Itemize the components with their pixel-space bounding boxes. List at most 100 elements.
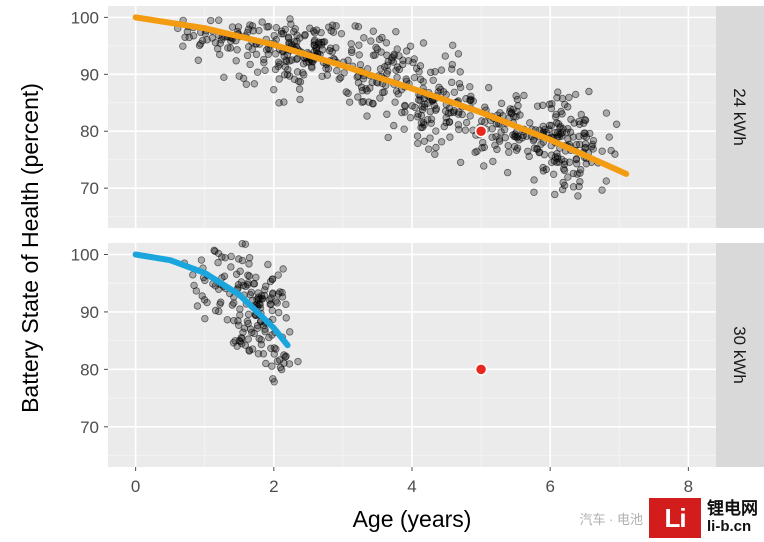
data-point — [264, 50, 273, 58]
data-point — [558, 94, 567, 103]
data-point — [214, 258, 222, 267]
data-point — [512, 92, 520, 100]
data-point — [317, 28, 325, 37]
data-point — [363, 112, 371, 120]
data-point — [359, 97, 368, 106]
data-point — [260, 58, 268, 67]
data-point — [246, 325, 255, 333]
data-point — [383, 110, 391, 118]
data-point — [602, 177, 610, 185]
x-tick-label: 8 — [684, 477, 693, 496]
data-point — [356, 60, 365, 69]
data-point — [270, 31, 278, 40]
watermark-logo: Li — [649, 498, 701, 538]
data-point — [198, 292, 206, 300]
data-point — [404, 57, 413, 65]
x-axis-title: Age (years) — [353, 506, 472, 532]
y-tick-label: 70 — [80, 179, 99, 198]
data-point — [264, 260, 272, 269]
data-point — [416, 62, 425, 70]
data-point — [194, 56, 203, 64]
data-point — [278, 293, 287, 301]
data-point — [580, 132, 588, 140]
data-point — [362, 85, 370, 93]
data-point — [250, 80, 259, 88]
data-point — [401, 102, 409, 110]
data-point — [252, 50, 261, 59]
data-point — [575, 140, 584, 149]
data-point — [179, 42, 187, 50]
data-point — [481, 118, 489, 126]
data-point — [268, 362, 276, 370]
data-point — [400, 125, 408, 133]
facet-strip — [716, 6, 764, 228]
data-point — [248, 22, 257, 30]
data-point — [260, 291, 269, 300]
y-tick-label: 90 — [80, 65, 99, 84]
data-point — [448, 60, 457, 69]
data-point — [454, 50, 463, 58]
data-point — [539, 101, 547, 110]
y-tick-label: 80 — [80, 360, 99, 379]
data-point — [227, 252, 235, 261]
data-point — [267, 300, 275, 308]
data-point — [254, 350, 263, 358]
data-point — [455, 108, 463, 116]
data-point — [275, 99, 283, 107]
data-point — [226, 44, 235, 52]
data-point — [420, 137, 429, 146]
data-point — [424, 116, 432, 124]
data-point — [510, 142, 519, 151]
data-point — [384, 133, 392, 142]
data-point — [435, 83, 443, 92]
data-point — [306, 24, 314, 32]
data-point — [441, 52, 449, 60]
data-point — [574, 192, 582, 200]
data-point — [437, 66, 446, 74]
data-point — [344, 89, 352, 97]
data-point — [261, 66, 269, 74]
data-point — [448, 78, 456, 87]
data-point — [234, 317, 242, 325]
data-point — [255, 334, 263, 343]
data-point — [240, 324, 249, 332]
data-point — [406, 42, 415, 50]
data-point — [347, 40, 355, 48]
data-point — [413, 132, 422, 140]
data-point — [612, 120, 621, 128]
data-point — [360, 34, 368, 42]
data-point — [419, 77, 427, 86]
data-point — [269, 315, 277, 324]
data-point — [393, 45, 401, 53]
data-point — [236, 305, 244, 313]
data-point — [244, 335, 252, 343]
data-point — [369, 27, 378, 35]
data-point — [296, 95, 304, 104]
data-point — [409, 58, 417, 67]
data-point — [437, 138, 446, 146]
facet-strip-label: 30 kWh — [730, 326, 749, 384]
data-point — [275, 75, 283, 83]
data-point — [501, 133, 510, 142]
data-point — [243, 51, 252, 60]
data-point — [327, 27, 335, 35]
data-point — [293, 37, 301, 46]
y-tick-label: 100 — [71, 8, 99, 27]
x-tick-label: 2 — [269, 477, 278, 496]
data-point — [300, 31, 309, 40]
data-point — [241, 282, 250, 291]
data-point — [215, 16, 223, 24]
data-point — [241, 341, 250, 349]
data-point — [245, 272, 253, 280]
data-point — [285, 360, 294, 368]
data-point — [190, 281, 198, 290]
data-point — [549, 170, 558, 179]
trend-line — [132, 14, 630, 177]
data-point — [268, 290, 277, 298]
data-point — [564, 124, 572, 133]
data-point — [232, 57, 240, 65]
data-point — [414, 110, 422, 118]
data-point — [247, 288, 256, 296]
data-point — [524, 147, 532, 156]
